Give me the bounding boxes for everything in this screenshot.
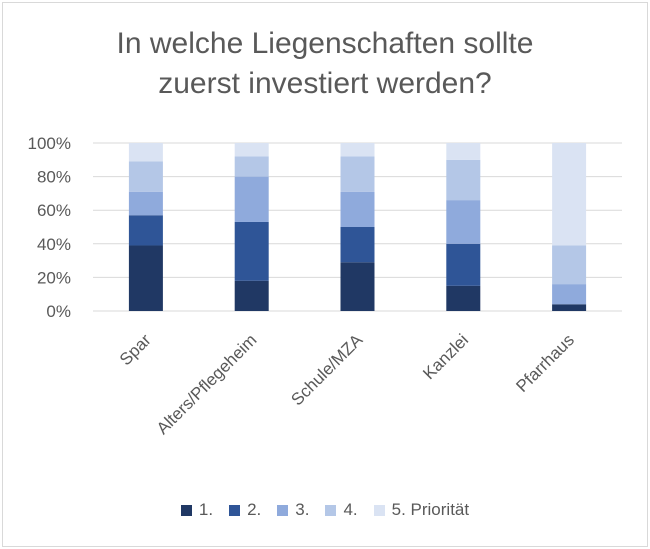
bar-segment [552, 143, 587, 246]
y-tick-label: 20% [37, 268, 71, 287]
bar-segment [340, 191, 375, 227]
bar-segment [234, 221, 269, 281]
bar-segment [234, 156, 269, 177]
bar-segment [446, 200, 481, 244]
bar-segment [552, 304, 587, 311]
y-tick-label: 0% [46, 302, 71, 321]
chart-title: In welche Liegenschaften sollte zuerst i… [0, 24, 650, 104]
bar-segment [446, 159, 481, 201]
bar-segment [128, 161, 163, 192]
bar-segment [446, 285, 481, 311]
bar-segment [446, 143, 481, 160]
x-category-label: Kanzlei [419, 330, 472, 383]
y-tick-label: 60% [37, 201, 71, 220]
chart-title-line-1: In welche Liegenschaften sollte [116, 27, 534, 60]
legend-swatch [373, 504, 385, 516]
bar-segment [234, 280, 269, 311]
legend-item: 4. [325, 500, 358, 520]
bar-segment [234, 176, 269, 222]
legend-swatch [229, 504, 241, 516]
chart-title-line-2: zuerst investiert werden? [158, 67, 492, 100]
legend-label: 1. [198, 500, 214, 519]
bar-segment [128, 191, 163, 216]
bar-segment [128, 245, 163, 311]
y-tick-label: 40% [37, 235, 71, 254]
x-category-label: Spar [116, 330, 155, 369]
legend-label: 5. Priorität [391, 500, 470, 519]
legend-item: 3. [277, 500, 309, 520]
bar-segment [552, 245, 587, 285]
x-category-label: Pfarrhaus [512, 330, 578, 396]
y-tick-label: 100% [28, 134, 71, 153]
legend-label: 3. [295, 500, 310, 519]
x-category-label: Alters/Pflegeheim [153, 330, 261, 438]
legend-item: 5. Priorität [373, 500, 470, 520]
legend-swatch [180, 504, 192, 516]
bar-segment [340, 143, 375, 157]
bar-segment [552, 284, 587, 305]
bar-segment [234, 143, 269, 157]
chart-legend: 1. 2. 3. 4. 5. Priorität [0, 500, 650, 520]
bar-segment [340, 227, 375, 263]
legend-label: 4. [343, 500, 358, 519]
x-category-label: Schule/MZA [287, 330, 366, 409]
bar-segment [340, 156, 375, 192]
bar-segment [340, 262, 375, 311]
y-tick-label: 80% [37, 168, 71, 187]
bar-segment [128, 215, 163, 246]
bar-segment [128, 143, 163, 162]
legend-item: 1. [180, 500, 214, 520]
legend-label: 2. [247, 500, 262, 519]
bar-segment [446, 243, 481, 286]
legend-item: 2. [229, 500, 261, 520]
legend-swatch [325, 504, 337, 516]
legend-swatch [277, 504, 289, 516]
